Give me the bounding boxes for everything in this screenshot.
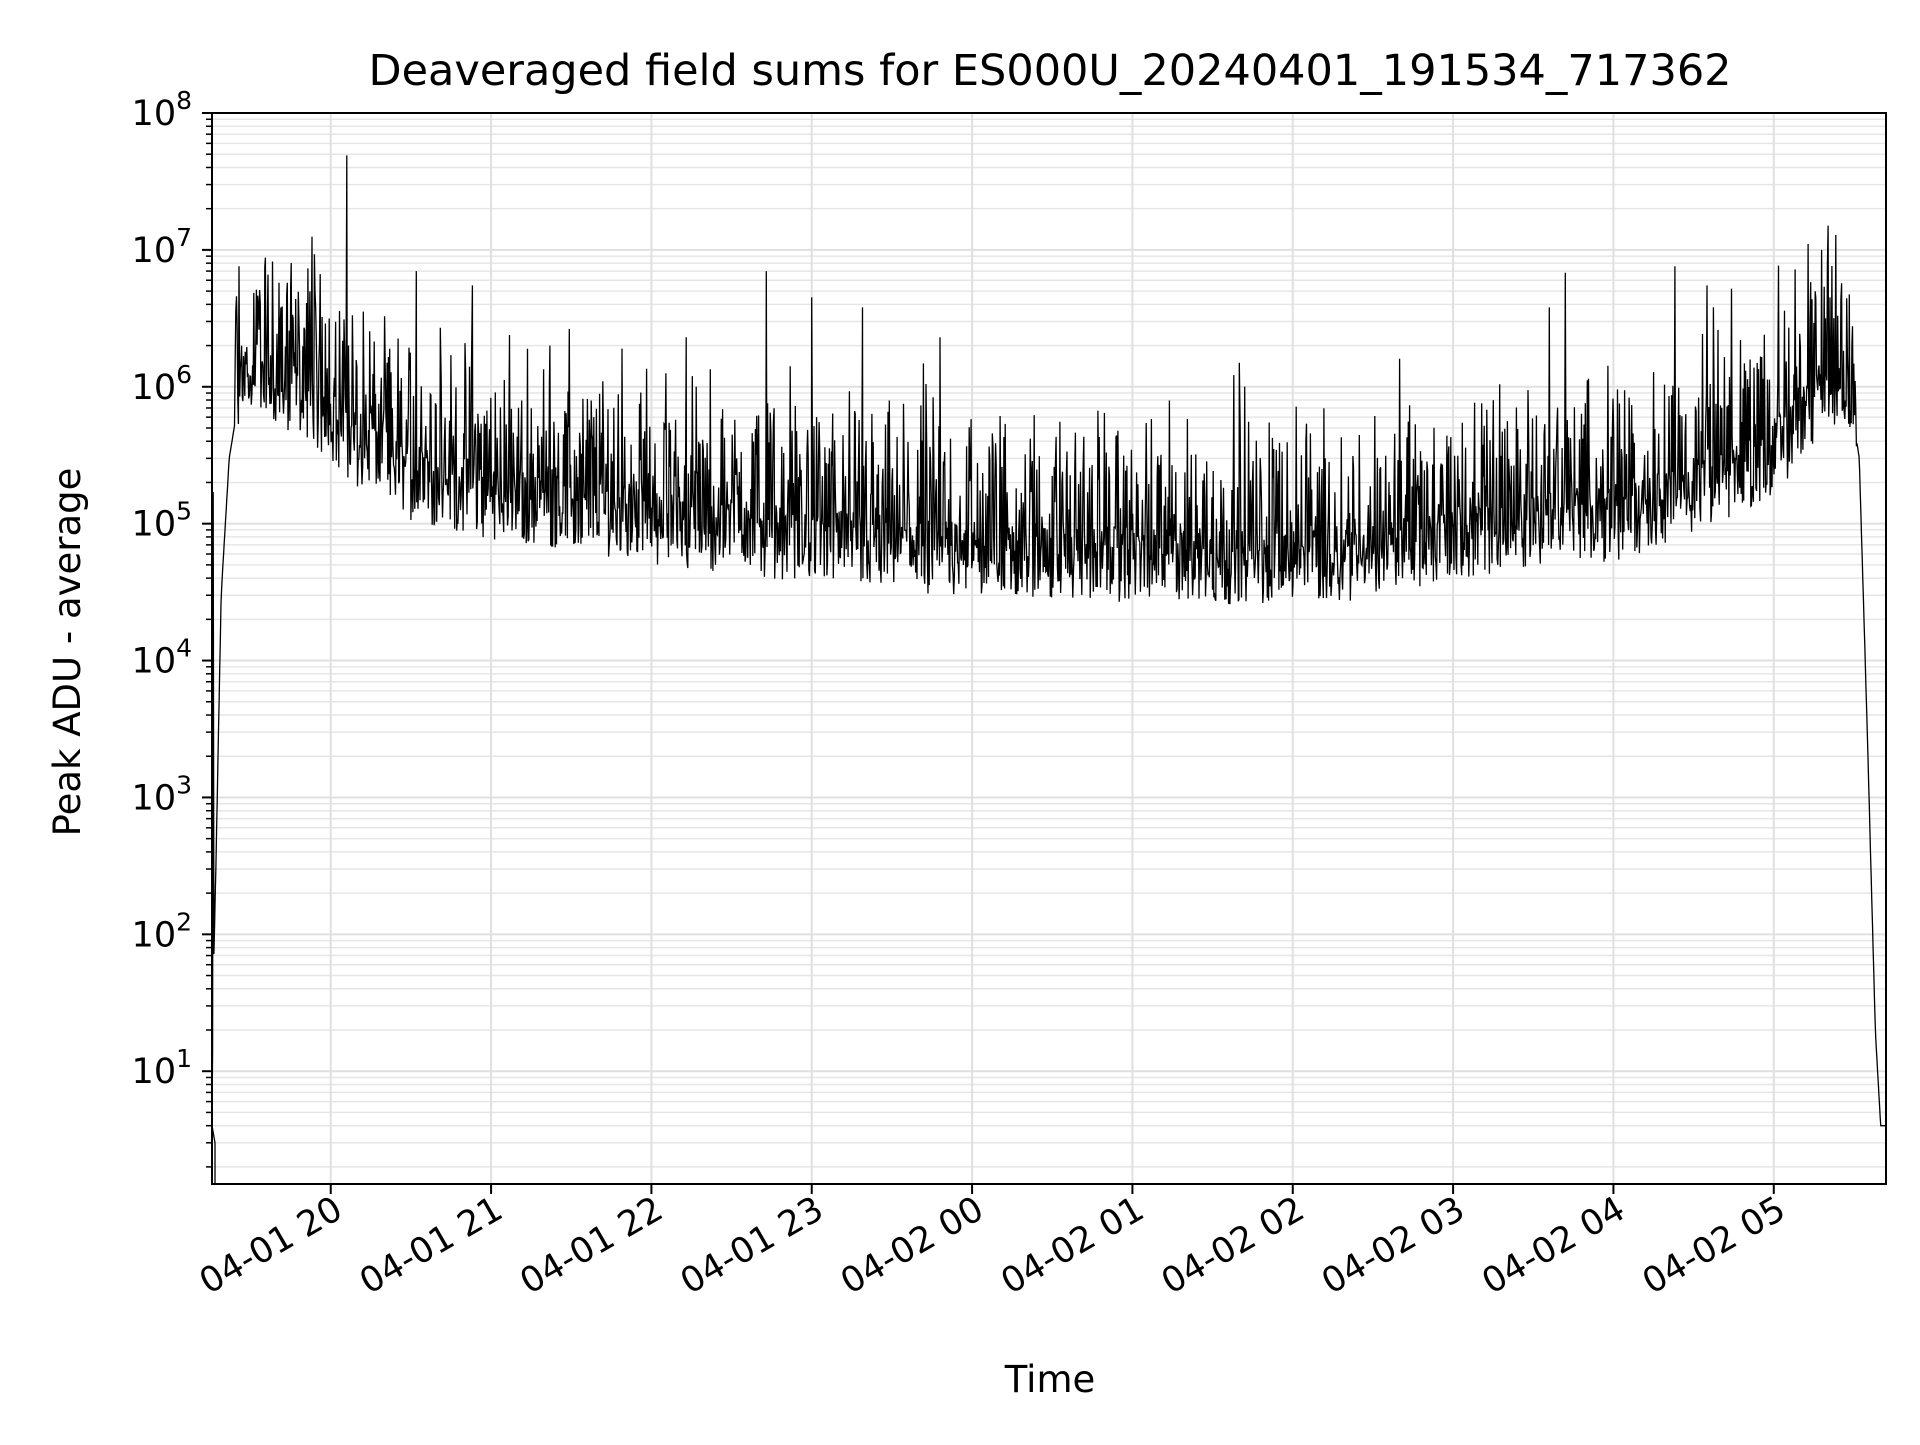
y-tick-label: 108: [132, 86, 192, 134]
y-tick-label: 103: [132, 770, 192, 818]
y-axis-label: Peak ADU - average: [46, 468, 89, 837]
plot-area: [211, 155, 1886, 1184]
y-tick-label: 105: [132, 497, 192, 545]
y-tick-label: 102: [132, 907, 192, 955]
chart-title: Deaveraged field sums for ES000U_2024040…: [368, 46, 1731, 96]
axes-frame: [211, 112, 1887, 1185]
y-tick-label: 101: [132, 1044, 192, 1092]
series-line: [211, 155, 1886, 1184]
x-axis-label: Time: [1004, 1358, 1096, 1401]
y-tick-label: 104: [132, 634, 192, 682]
y-tick-label: 106: [132, 360, 192, 408]
y-tick-label: 107: [132, 223, 192, 271]
